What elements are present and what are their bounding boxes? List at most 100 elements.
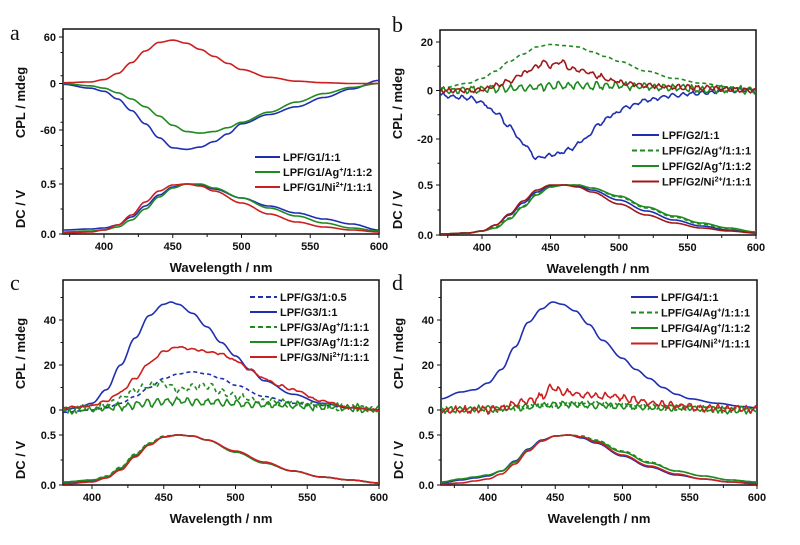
plot-frame [62,28,380,235]
legend-label: LPF/G3/Ag+/1:1:1 [280,322,369,334]
dc-line-lpf-g2-1-1 [440,184,756,235]
x-tick-label: 550 [298,492,316,504]
x-tick-label: 500 [613,492,631,504]
legend: LPF/G3/1:0.5 LPF/G3/1:1 LPF/G3/Ag+/1:1:1 LP… [250,292,369,364]
x-tick-label: 550 [301,241,319,253]
x-tick-label: 400 [473,242,491,254]
legend-label: LPF/G1/Ag+/1:1:2 [283,167,372,179]
y-axis-label-dc: DC / V [13,441,28,480]
y-tick-label: -60 [40,125,56,137]
cpl-line-lpf-g2-ni2-1-1-1 [440,59,756,94]
y-axis-label-cpl: CPL / mdeg [391,318,406,389]
legend-label: LPF/G3/1:1 [280,307,337,319]
y-tick-label: 60 [44,32,56,44]
plot-frame [62,279,380,486]
legend: LPF/G4/1:1 LPF/G4/Ag+/1:1:1 LPF/G4/Ag+/1:1… [631,292,750,351]
cpl-line-lpf-g3-ni2-1-1-1 [63,345,379,412]
dc-line-lpf-g3-ni2-1-1-1 [63,434,379,485]
cpl-line-lpf-g2-ag-1-1-1 [440,43,756,92]
series-group [441,301,757,485]
cpl-line-lpf-g1-ni2-1-1-1 [63,39,379,85]
legend-label: LPF/G2/Ni2+/1:1:1 [662,177,751,189]
y-tick-label: 40 [44,315,56,327]
y-tick-label: 20 [44,360,56,372]
cpl-line-lpf-g4-ag-1-1-2 [441,400,757,415]
x-axis-label: Wavelength / nm [170,260,273,275]
legend-label: LPF/G2/1:1 [662,130,719,142]
dc-line-lpf-g4-ni2-1-1-1 [441,434,757,485]
legend-label: LPF/G3/Ni2+/1:1:1 [280,352,369,364]
y-axis-label-cpl: CPL / mdeg [390,68,405,139]
panel-b: b 400 450 500 550 600 Wavelength / nm 20 0 -20 0.0… [390,12,765,276]
plot-frame [439,29,757,236]
cpl-line-lpf-g1-ag-1-1-2 [63,82,379,134]
y-tick-label: 0 [50,405,56,417]
dc-line-lpf-g1-ag-1-1-2 [63,183,379,233]
y-axis-label-cpl: CPL / mdeg [13,318,28,389]
x-axis-label: Wavelength / nm [170,511,273,526]
cpl-line-lpf-g3-ag-1-1-2 [63,396,379,415]
dc-line-lpf-g1-ni2-1-1-1 [63,183,379,234]
y-tick-label: 0.5 [419,430,434,442]
y-tick-label: 20 [422,360,434,372]
x-tick-label: 400 [83,492,101,504]
y-tick-label: 0.0 [41,229,56,241]
cpl-line-lpf-g1-1-1 [63,79,379,151]
legend-label: LPF/G2/Ag+/1:1:2 [662,161,751,173]
x-tick-label: 450 [155,492,173,504]
y-tick-label: -20 [417,134,433,146]
x-tick-label: 600 [370,492,388,504]
series-group [440,43,756,235]
x-tick-label: 600 [747,242,765,254]
legend-label: LPF/G4/Ag+/1:1:2 [661,323,750,335]
y-tick-label: 20 [421,37,433,49]
panel-letter: c [10,270,20,295]
legend-label: LPF/G1/Ni2+/1:1:1 [283,182,372,194]
x-tick-label: 550 [681,492,699,504]
y-tick-label: 40 [422,315,434,327]
y-tick-label: 0.0 [418,230,433,242]
series-group [63,301,379,485]
legend-label: LPF/G4/Ag+/1:1:1 [661,308,750,320]
x-axis-label: Wavelength / nm [547,261,650,276]
y-tick-label: 0.5 [41,430,56,442]
panel-d: d 400 450 500 550 600 Wavelength / nm 40 20 0 0.0 0… [391,270,766,526]
y-axis-label-cpl: CPL / mdeg [13,67,28,138]
panel-letter: b [392,12,403,37]
panel-letter: d [392,270,403,295]
x-tick-label: 450 [546,492,564,504]
cpl-line-lpf-g4-ni2-1-1-1 [441,383,757,415]
x-axis-label: Wavelength / nm [548,511,651,526]
series-group [63,39,379,234]
cpl-line-lpf-g2-1-1 [440,87,756,161]
panel-letter: a [10,20,20,45]
legend-label: LPF/G2/Ag+/1:1:1 [662,146,751,158]
x-tick-label: 400 [479,492,497,504]
y-tick-label: 0.5 [41,179,56,191]
dc-line-lpf-g2-ni2-1-1-1 [440,184,756,235]
y-tick-label: 0.0 [419,480,434,492]
x-tick-label: 500 [226,492,244,504]
x-tick-label: 600 [370,241,388,253]
y-tick-label: 0.5 [418,180,433,192]
cpl-line-lpf-g3-1-0-5 [63,370,379,414]
x-tick-label: 500 [610,242,628,254]
y-axis-label-dc: DC / V [391,441,406,480]
y-tick-label: 0.0 [41,480,56,492]
x-tick-label: 450 [164,241,182,253]
y-tick-label: 0 [50,79,56,91]
y-axis-label-dc: DC / V [13,190,28,229]
y-axis-label-dc: DC / V [390,191,405,230]
x-tick-label: 550 [678,242,696,254]
x-tick-label: 400 [95,241,113,253]
dc-line-lpf-g4-ag-1-1-2 [441,434,757,483]
legend: LPF/G2/1:1 LPF/G2/Ag+/1:1:1 LPF/G2/Ag+/1:1… [632,130,751,189]
dc-line-lpf-g2-ag-1-1-2 [440,184,756,235]
y-tick-label: 0 [428,405,434,417]
legend-label: LPF/G3/Ag+/1:1:2 [280,337,369,349]
legend: LPF/G1/1:1 LPF/G1/Ag+/1:1:2 LPF/G1/Ni2+/1:… [255,152,372,194]
legend-label: LPF/G1/1:1 [283,152,340,164]
x-tick-label: 500 [232,241,250,253]
